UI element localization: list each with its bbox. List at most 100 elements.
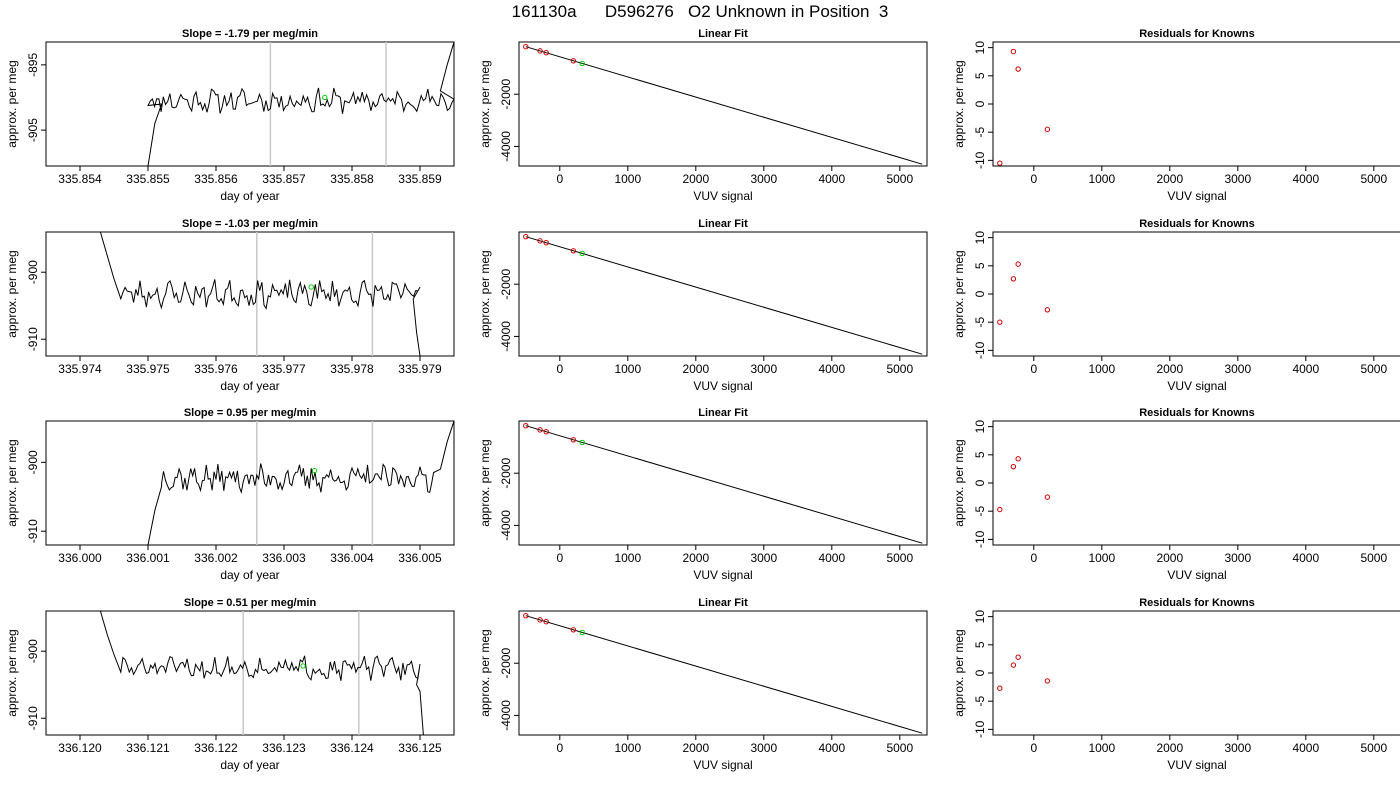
y-tick-label: -4000 (499, 700, 513, 731)
y-axis-label: approx. per meg (952, 629, 966, 716)
y-tick-label: -5 (973, 127, 987, 138)
y-tick-label: -2000 (499, 458, 513, 489)
y-tick-label: -2000 (499, 79, 513, 110)
known-point (570, 437, 577, 443)
y-tick-label: -10 (973, 341, 987, 359)
plot-frame (45, 41, 455, 167)
plot-frame (518, 420, 928, 546)
panel-title: Residuals for Knowns (1139, 407, 1255, 419)
x-tick-label: 0 (556, 741, 563, 755)
unknown-point (579, 629, 585, 636)
plot-area (523, 612, 923, 734)
x-tick-label: 335.855 (126, 172, 170, 186)
panel-title: Slope = 0.51 per meg/min (184, 597, 317, 609)
panel-title: Slope = -1.79 per meg/min (182, 28, 318, 40)
y-tick-label: 0 (973, 669, 987, 676)
y-tick-label: 5 (973, 451, 987, 458)
residual-point (1010, 662, 1017, 668)
fit-line (525, 425, 923, 544)
x-axis-label: day of year (220, 189, 279, 203)
y-tick-label: 0 (973, 100, 987, 107)
known-point (523, 612, 529, 619)
y-tick-label: 10 (973, 231, 987, 245)
x-tick-label: 336.002 (194, 551, 238, 565)
panel-title: Slope = -1.03 per meg/min (182, 218, 318, 230)
plot-area (997, 654, 1051, 691)
residual-point (1044, 678, 1051, 684)
x-tick-label: 335.974 (58, 362, 102, 376)
plot-area (523, 422, 923, 544)
unknown-point (579, 60, 585, 67)
x-tick-label: 2000 (682, 741, 709, 755)
x-tick-label: 2000 (682, 551, 709, 565)
y-axis-label: approx. per meg (5, 250, 19, 337)
unknown-point-marker (322, 94, 328, 101)
x-tick-label: 336.125 (398, 741, 442, 755)
x-tick-label: 335.858 (330, 172, 374, 186)
plot-frame (518, 610, 928, 736)
x-tick-label: 5000 (886, 172, 913, 186)
unknown-point-marker (308, 284, 314, 290)
plot-frame (45, 610, 455, 736)
known-point (543, 619, 549, 625)
y-tick-label: -900 (26, 260, 40, 284)
x-tick-label: 4000 (818, 551, 845, 565)
x-tick-label: 4000 (1292, 551, 1319, 565)
known-point (543, 50, 549, 56)
x-tick-label: 0 (556, 172, 563, 186)
x-tick-label: 4000 (1292, 741, 1319, 755)
y-tick-label: -10 (973, 151, 987, 169)
residual-point (1010, 276, 1017, 282)
y-tick-label: -4000 (499, 131, 513, 162)
x-tick-label: 5000 (1360, 362, 1387, 376)
x-tick-label: 1000 (614, 741, 641, 755)
known-point (570, 58, 577, 64)
y-tick-label: -910 (26, 327, 40, 351)
x-tick-label: 336.003 (262, 551, 306, 565)
x-axis-label: VUV signal (1167, 189, 1226, 203)
unknown-point (579, 250, 585, 257)
chart-panel-time-series-0: Slope = -1.79 per meg/min 335.854 335.855 3… (5, 28, 455, 203)
x-axis-label: VUV signal (693, 189, 752, 203)
x-tick-label: 2000 (1156, 551, 1183, 565)
x-tick-label: 3000 (1224, 172, 1251, 186)
x-tick-label: 1000 (1088, 172, 1115, 186)
x-tick-label: 1000 (1088, 741, 1115, 755)
x-tick-label: 4000 (818, 172, 845, 186)
data-series-line (99, 232, 421, 356)
residual-point (1044, 307, 1051, 313)
chart-panel-linear-fit-0: Linear Fit 0 1000 2000 3000 4000 5000 -2000 -400… (478, 28, 928, 203)
x-tick-label: 1000 (614, 172, 641, 186)
plot-frame (992, 41, 1400, 167)
y-tick-label: -4000 (499, 510, 513, 541)
x-tick-label: 5000 (886, 551, 913, 565)
y-tick-label: -5 (973, 696, 987, 707)
residual-point (1015, 456, 1021, 462)
x-tick-label: 0 (556, 362, 563, 376)
y-tick-label: -5 (973, 317, 987, 328)
chart-panel-linear-fit-1: Linear Fit 0 1000 2000 3000 4000 5000 -2000 -400… (478, 218, 928, 393)
x-tick-label: 336.000 (58, 551, 102, 565)
x-tick-label: 0 (1030, 551, 1037, 565)
x-axis-label: day of year (220, 568, 279, 582)
fit-line (525, 236, 923, 355)
data-series-line (147, 42, 454, 166)
residual-point (997, 506, 1003, 513)
known-point (523, 233, 529, 240)
known-point (523, 422, 529, 429)
known-point (570, 627, 577, 633)
x-tick-label: 3000 (750, 172, 777, 186)
x-tick-label: 335.976 (194, 362, 238, 376)
y-tick-label: -910 (26, 706, 40, 730)
x-tick-label: 3000 (1224, 362, 1251, 376)
x-tick-label: 335.978 (330, 362, 374, 376)
x-tick-label: 1000 (614, 551, 641, 565)
plot-frame (518, 231, 928, 357)
y-axis-label: approx. per meg (952, 250, 966, 337)
plot-area (997, 261, 1051, 325)
x-tick-label: 335.979 (398, 362, 442, 376)
y-axis-label: approx. per meg (952, 60, 966, 147)
x-tick-label: 5000 (886, 362, 913, 376)
panel-title: Residuals for Knowns (1139, 28, 1255, 40)
